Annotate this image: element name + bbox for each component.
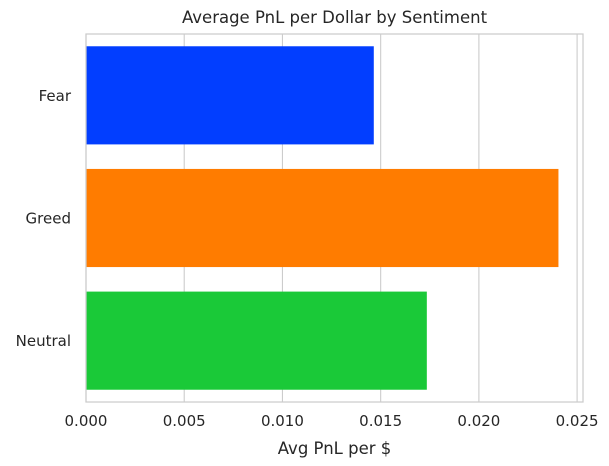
x-axis-label: Avg PnL per $ bbox=[278, 439, 392, 458]
x-tick-label: 0.005 bbox=[163, 412, 206, 430]
bar-greed bbox=[86, 168, 559, 268]
chart-title: Average PnL per Dollar by Sentiment bbox=[182, 8, 488, 27]
y-tick-label: Neutral bbox=[16, 332, 71, 350]
bar-fear bbox=[86, 46, 374, 145]
x-tick-label: 0.010 bbox=[261, 412, 304, 430]
bars bbox=[86, 46, 559, 390]
y-tick-labels: Fear Greed Neutral bbox=[16, 87, 72, 350]
x-tick-label: 0.015 bbox=[359, 412, 402, 430]
x-tick-labels: 0.000 0.005 0.010 0.015 0.020 0.025 bbox=[65, 412, 599, 430]
y-tick-label: Greed bbox=[26, 210, 71, 228]
y-tick-label: Fear bbox=[39, 87, 72, 105]
plot-frame bbox=[85, 33, 584, 403]
bar-neutral bbox=[86, 291, 427, 390]
x-tick-label: 0.020 bbox=[457, 412, 500, 430]
x-tick-label: 0.000 bbox=[65, 412, 108, 430]
x-tick-label: 0.025 bbox=[556, 412, 599, 430]
